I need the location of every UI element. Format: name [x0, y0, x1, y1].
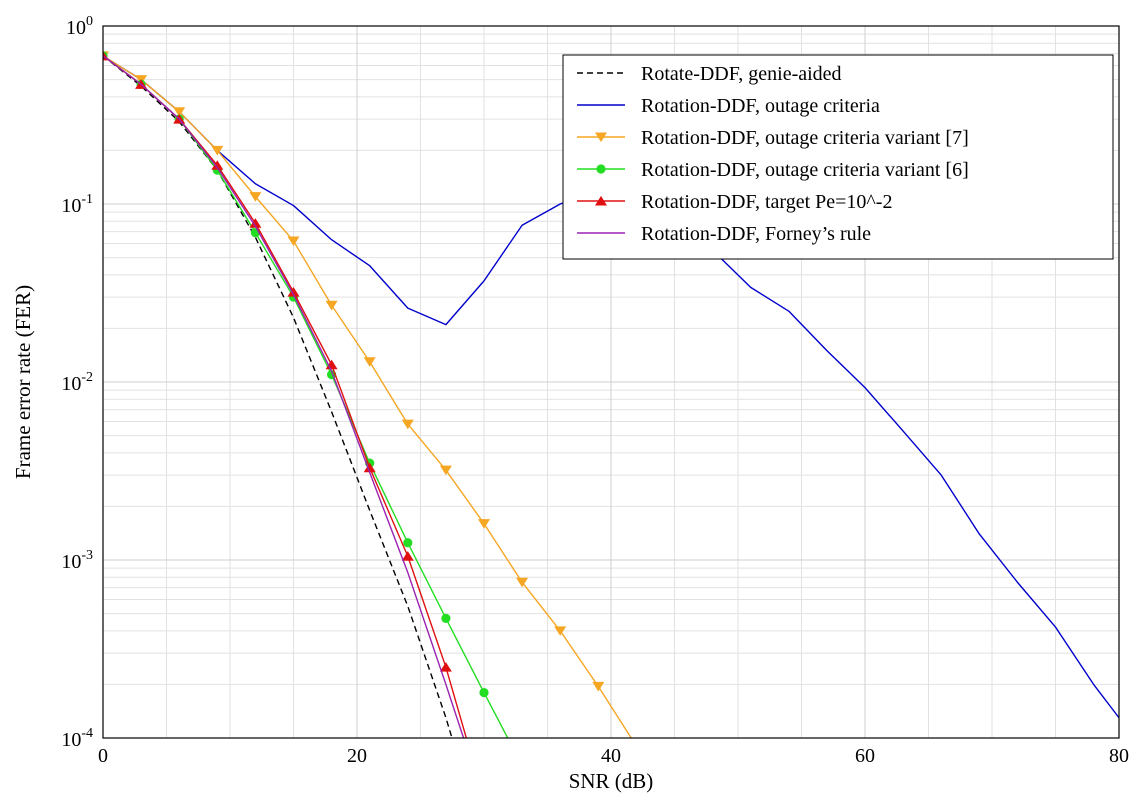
- y-tick-base: 10: [61, 729, 81, 751]
- data-point: [249, 192, 262, 202]
- legend-entry: Rotation-DDF, outage criteria variant [6…: [577, 159, 969, 181]
- data-point: [479, 687, 489, 698]
- series-line: [103, 55, 465, 738]
- y-tick-base: 10: [61, 195, 81, 217]
- data-point: [518, 761, 527, 770]
- data-point: [554, 626, 567, 636]
- series-3: [103, 51, 642, 752]
- legend-marker: [595, 195, 607, 206]
- data-point: [211, 145, 224, 156]
- y-tick-base: 10: [66, 17, 86, 39]
- x-tick-label: 40: [601, 745, 621, 767]
- legend-label: Rotation-DDF, Forney’s rule: [641, 223, 871, 245]
- data-point: [516, 577, 529, 588]
- y-tick-exponent: -2: [81, 370, 93, 385]
- data-point: [363, 357, 376, 367]
- data-point: [173, 107, 186, 117]
- data-point: [249, 218, 262, 228]
- y-tick-label: 100: [66, 14, 93, 39]
- y-tick-label: 10-4: [61, 726, 93, 751]
- data-point: [325, 359, 338, 370]
- legend-marker: [595, 132, 607, 143]
- legend-entry: Rotation-DDF, outage criteria: [577, 95, 880, 117]
- legend-box: [562, 54, 1114, 260]
- series-line: [103, 55, 468, 738]
- y-tick-base: 10: [61, 551, 81, 573]
- legend-label: Rotation-DDF, outage criteria variant [7…: [641, 127, 969, 149]
- data-point: [441, 613, 451, 623]
- legend-entry: Rotation-DDF, target Pe=10^-2: [577, 191, 892, 213]
- x-tick-label: 20: [347, 745, 367, 767]
- data-point: [439, 662, 452, 672]
- x-tick-label: 80: [1109, 745, 1129, 767]
- x-tick-label: 0: [98, 745, 108, 767]
- y-axis-label: Frame error rate (FER): [11, 285, 35, 479]
- data-point: [403, 538, 413, 548]
- series-line: [103, 55, 633, 738]
- series-layer: [103, 50, 1119, 770]
- y-tick-label: 10-2: [61, 370, 93, 395]
- y-tick-exponent: -1: [81, 192, 93, 207]
- y-tick-label: 10-3: [61, 548, 93, 573]
- series-6: [103, 55, 465, 738]
- legend-entry: Rotation-DDF, Forney’s rule: [577, 223, 871, 245]
- legend-label: Rotation-DDF, target Pe=10^-2: [641, 191, 892, 213]
- data-point: [287, 286, 300, 297]
- data-point: [592, 681, 605, 692]
- data-point: [363, 462, 376, 473]
- data-point: [478, 519, 490, 529]
- data-point: [439, 465, 452, 476]
- series-line: [103, 55, 453, 738]
- data-point: [325, 300, 338, 311]
- data-point: [287, 236, 300, 247]
- y-tick-base: 10: [61, 373, 81, 395]
- series-line: [103, 55, 509, 738]
- y-tick-exponent: -3: [81, 548, 93, 563]
- legend-label: Rotation-DDF, outage criteria variant [6…: [641, 159, 969, 181]
- legend-label: Rotation-DDF, outage criteria: [641, 95, 880, 117]
- series-4: [103, 51, 527, 770]
- data-point: [465, 750, 477, 760]
- x-tick-label: 60: [855, 745, 875, 767]
- data-point: [103, 50, 109, 61]
- legend-entry: Rotate-DDF, genie-aided: [577, 63, 842, 85]
- plot-frame: [102, 25, 1120, 739]
- data-point: [401, 419, 414, 430]
- data-point: [630, 742, 642, 752]
- data-point: [211, 160, 224, 170]
- y-tick-exponent: -4: [81, 726, 93, 741]
- data-point: [401, 551, 414, 561]
- legend-label: Rotate-DDF, genie-aided: [641, 63, 842, 85]
- legend-entry: Rotation-DDF, outage criteria variant [7…: [577, 127, 969, 149]
- y-tick-label: 10-1: [61, 192, 93, 217]
- legend: Rotate-DDF, genie-aided Rotation-DDF, out…: [562, 54, 1114, 260]
- x-axis-label: SNR (dB): [569, 769, 654, 793]
- y-tick-exponent: 0: [86, 14, 93, 29]
- series-1: [103, 55, 453, 738]
- legend-marker: [596, 164, 606, 174]
